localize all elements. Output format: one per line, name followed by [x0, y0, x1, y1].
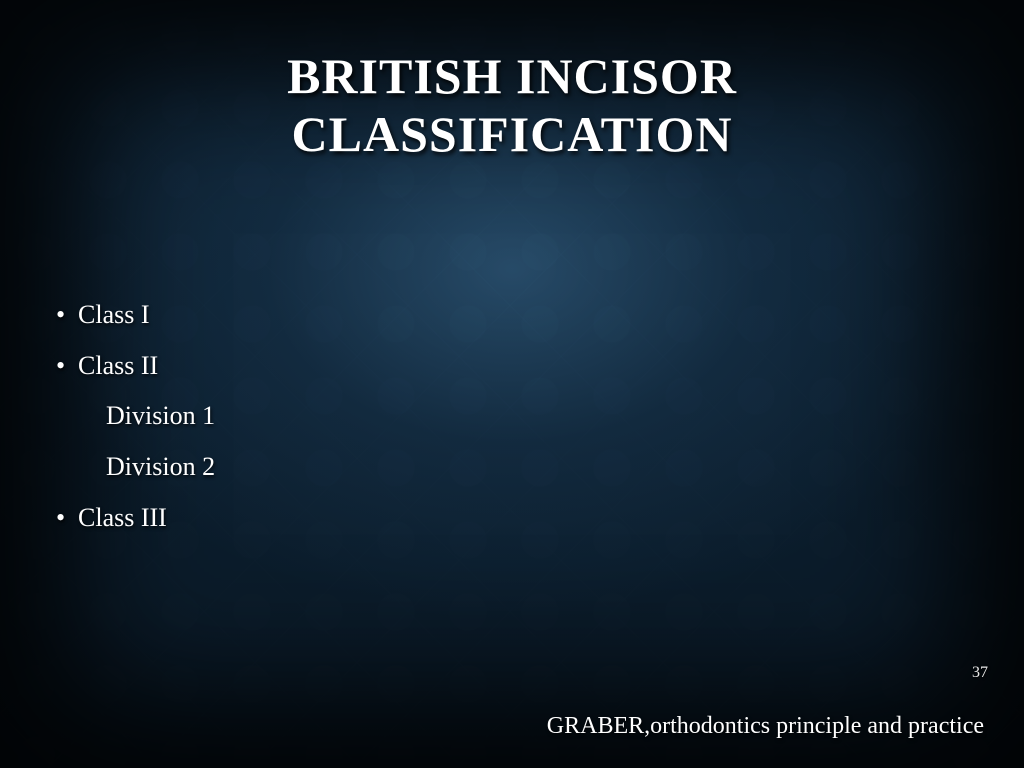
title-line-2: CLASSIFICATION [292, 106, 733, 162]
slide: BRITISH INCISOR CLASSIFICATION Class I C… [0, 0, 1024, 768]
bullet-list: Class I Class II Division 1 Division 2 C… [58, 290, 215, 543]
list-item: Division 1 [58, 391, 215, 442]
slide-body: Class I Class II Division 1 Division 2 C… [58, 290, 215, 543]
footer-citation: GRABER,orthodontics principle and practi… [547, 713, 984, 740]
slide-title: BRITISH INCISOR CLASSIFICATION [0, 48, 1024, 163]
list-item: Division 2 [58, 442, 215, 493]
list-item: Class III [58, 493, 215, 544]
title-line-1: BRITISH INCISOR [287, 48, 737, 104]
list-item: Class I [58, 290, 215, 341]
page-number: 37 [972, 664, 988, 682]
list-item: Class II [58, 341, 215, 392]
